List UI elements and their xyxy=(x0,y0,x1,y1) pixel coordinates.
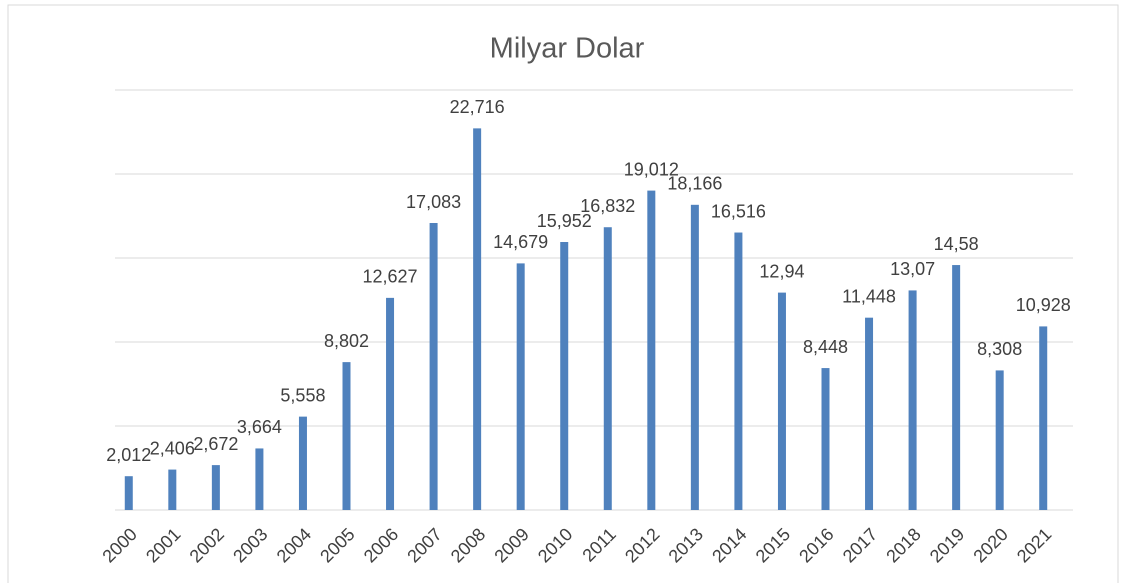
bar xyxy=(386,297,395,510)
data-label: 3,664 xyxy=(237,417,282,437)
data-label: 18,166 xyxy=(667,174,722,194)
bar xyxy=(952,265,961,510)
bar xyxy=(516,263,525,510)
data-label: 2,672 xyxy=(193,434,238,454)
bar xyxy=(603,227,612,510)
data-label: 8,802 xyxy=(324,331,369,351)
chart-title: Milyar Dolar xyxy=(490,33,645,65)
bar xyxy=(995,370,1004,510)
bar xyxy=(560,242,569,510)
data-label: 15,952 xyxy=(537,211,592,231)
data-label: 5,558 xyxy=(280,385,325,405)
data-label: 13,07 xyxy=(890,259,935,279)
bar xyxy=(647,190,656,511)
bar xyxy=(168,469,177,510)
data-label: 22,716 xyxy=(450,97,505,117)
data-label: 2,012 xyxy=(106,445,151,465)
bar xyxy=(690,204,699,510)
bar xyxy=(255,448,264,510)
data-label: 8,308 xyxy=(977,339,1022,359)
bar xyxy=(734,232,743,511)
bar xyxy=(777,292,786,510)
data-label: 8,448 xyxy=(803,337,848,357)
bar xyxy=(429,223,438,510)
data-label: 16,516 xyxy=(711,201,766,221)
data-label: 12,94 xyxy=(759,261,804,281)
bar xyxy=(473,128,482,510)
bar xyxy=(908,290,917,510)
bar xyxy=(821,368,830,510)
bar xyxy=(865,317,874,510)
bar xyxy=(211,465,220,510)
data-label: 11,448 xyxy=(842,286,896,306)
data-label: 14,679 xyxy=(493,232,548,252)
bar xyxy=(124,476,133,510)
bar xyxy=(342,362,351,510)
data-label: 16,832 xyxy=(580,196,635,216)
data-label: 17,083 xyxy=(406,192,461,212)
data-label: 10,928 xyxy=(1016,295,1071,315)
data-label: 14,58 xyxy=(934,234,979,254)
data-label: 2,406 xyxy=(150,438,195,458)
data-label: 12,627 xyxy=(363,267,418,287)
bar xyxy=(1039,326,1048,510)
bar xyxy=(298,416,307,510)
data-label: 19,012 xyxy=(624,159,679,179)
